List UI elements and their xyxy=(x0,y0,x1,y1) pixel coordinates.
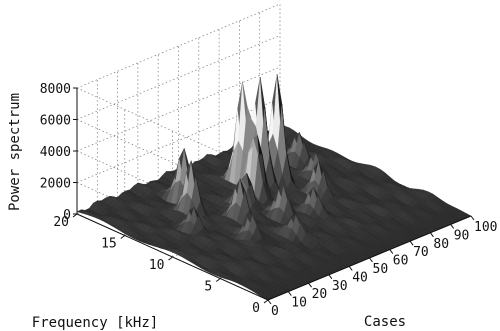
y-tick-label: 15 xyxy=(101,237,117,252)
grid-line-left-z xyxy=(76,87,269,175)
x-tick-mark xyxy=(409,240,414,246)
z-tick-label: 0 xyxy=(63,208,71,223)
y-tick-label: 0 xyxy=(252,301,260,316)
y-tick-label: 5 xyxy=(204,280,212,295)
y-tick-mark xyxy=(215,278,221,282)
y-tick-mark xyxy=(120,235,126,239)
x-tick-label: 20 xyxy=(312,287,328,302)
axes xyxy=(72,87,475,305)
z-tick-label: 8000 xyxy=(40,82,71,97)
z-axis-label: Power spectrum xyxy=(7,93,23,211)
y-tick-label: 20 xyxy=(53,215,69,230)
x-tick-mark xyxy=(287,291,292,296)
grid-line-back-z xyxy=(76,66,281,152)
x-tick-mark xyxy=(429,232,434,238)
x-tick-label: 40 xyxy=(352,270,368,285)
surface xyxy=(76,74,472,301)
x-tick-mark xyxy=(389,249,394,254)
x-tick-label: 80 xyxy=(433,237,449,252)
y-tick-label: 10 xyxy=(149,258,165,273)
x-tick-mark xyxy=(369,257,373,263)
x-tick-mark xyxy=(348,266,353,271)
x-axis-label: Cases xyxy=(364,314,406,330)
x-tick-label: 0 xyxy=(271,304,279,319)
x-tick-mark xyxy=(267,299,272,305)
x-tick-label: 70 xyxy=(413,245,429,260)
x-tick-mark xyxy=(328,274,333,280)
y-tick-mark xyxy=(263,299,269,304)
y-axis-label: Frequency [kHz] xyxy=(32,315,158,331)
tick-labels: 0102030405060708090100051015200200040006… xyxy=(40,82,498,319)
x-tick-mark xyxy=(308,282,313,288)
x-tick-mark xyxy=(450,224,455,229)
x-tick-label: 50 xyxy=(373,262,389,277)
x-tick-label: 60 xyxy=(393,254,409,269)
grid-line-back-z xyxy=(76,98,281,183)
grid-line-back-z xyxy=(76,3,281,89)
z-tick-label: 6000 xyxy=(40,114,71,129)
z-tick-label: 2000 xyxy=(40,177,71,192)
x-tick-label: 10 xyxy=(291,296,307,311)
grid-line-back-z xyxy=(76,35,281,120)
z-tick-label: 4000 xyxy=(40,145,71,160)
x-tick-label: 90 xyxy=(454,228,470,243)
x-tick-label: 30 xyxy=(332,279,348,294)
grid-line-left-z xyxy=(76,119,269,206)
y-tick-mark xyxy=(168,256,173,261)
x-tick-mark xyxy=(470,215,475,221)
x-tick-label: 100 xyxy=(474,220,497,235)
